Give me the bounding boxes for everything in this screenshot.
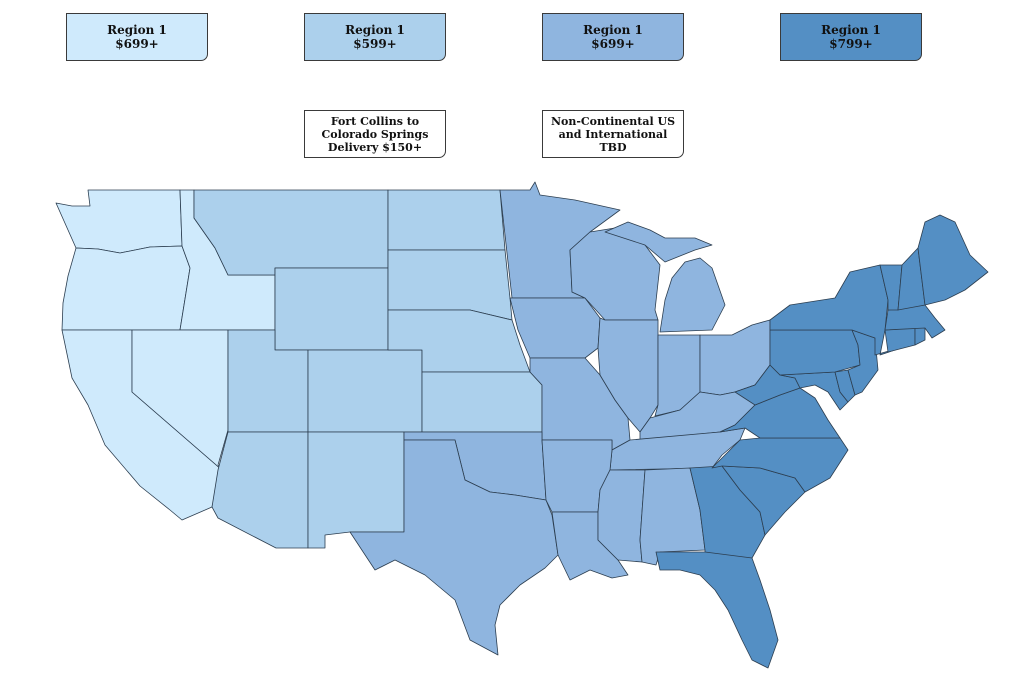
fort-collins-delivery-note: Fort Collins to Colorado Springs Deliver… <box>304 110 446 158</box>
non-continental-text: Non-Continental US and International TBD <box>550 114 676 154</box>
state-washington <box>55 189 183 254</box>
state-oregon <box>61 245 191 331</box>
state-kansas <box>421 371 543 433</box>
state-virginia <box>719 387 841 439</box>
state-michigan-lower <box>659 257 726 333</box>
state-arizona <box>211 431 309 549</box>
legend-price: $599+ <box>353 37 397 51</box>
state-massachusetts <box>884 304 946 339</box>
legend-box-region-b: Region 1 $599+ <box>304 13 446 61</box>
state-rhode-island <box>914 327 926 346</box>
state-montana <box>193 189 389 276</box>
legend-price: $699+ <box>591 37 635 51</box>
state-maine <box>917 214 989 306</box>
state-texas <box>349 439 559 656</box>
state-colorado <box>307 349 423 433</box>
legend-title: Region 1 <box>583 23 643 37</box>
state-north-dakota <box>387 189 506 251</box>
state-pennsylvania <box>769 329 861 376</box>
state-new-york <box>769 264 911 356</box>
state-wyoming <box>274 267 389 351</box>
legend-title: Region 1 <box>821 23 881 37</box>
state-north-carolina <box>711 437 849 493</box>
state-iowa <box>509 297 601 359</box>
legend-price: $799+ <box>829 37 873 51</box>
non-continental-note: Non-Continental US and International TBD <box>542 110 684 158</box>
state-new-mexico <box>307 431 405 549</box>
legend-box-region-c: Region 1 $699+ <box>542 13 684 61</box>
legend-price: $699+ <box>115 37 159 51</box>
fort-collins-delivery-text: Fort Collins to Colorado Springs Deliver… <box>321 114 429 154</box>
legend-box-region-a: Region 1 $699+ <box>66 13 208 61</box>
state-wisconsin <box>569 227 661 321</box>
state-michigan-upper <box>604 221 713 263</box>
state-florida <box>655 551 779 669</box>
state-vermont <box>879 264 903 311</box>
legend-box-region-d: Region 1 $799+ <box>780 13 922 61</box>
state-south-dakota <box>387 249 513 321</box>
legend-title: Region 1 <box>345 23 405 37</box>
legend-title: Region 1 <box>107 23 167 37</box>
state-connecticut <box>884 327 916 353</box>
